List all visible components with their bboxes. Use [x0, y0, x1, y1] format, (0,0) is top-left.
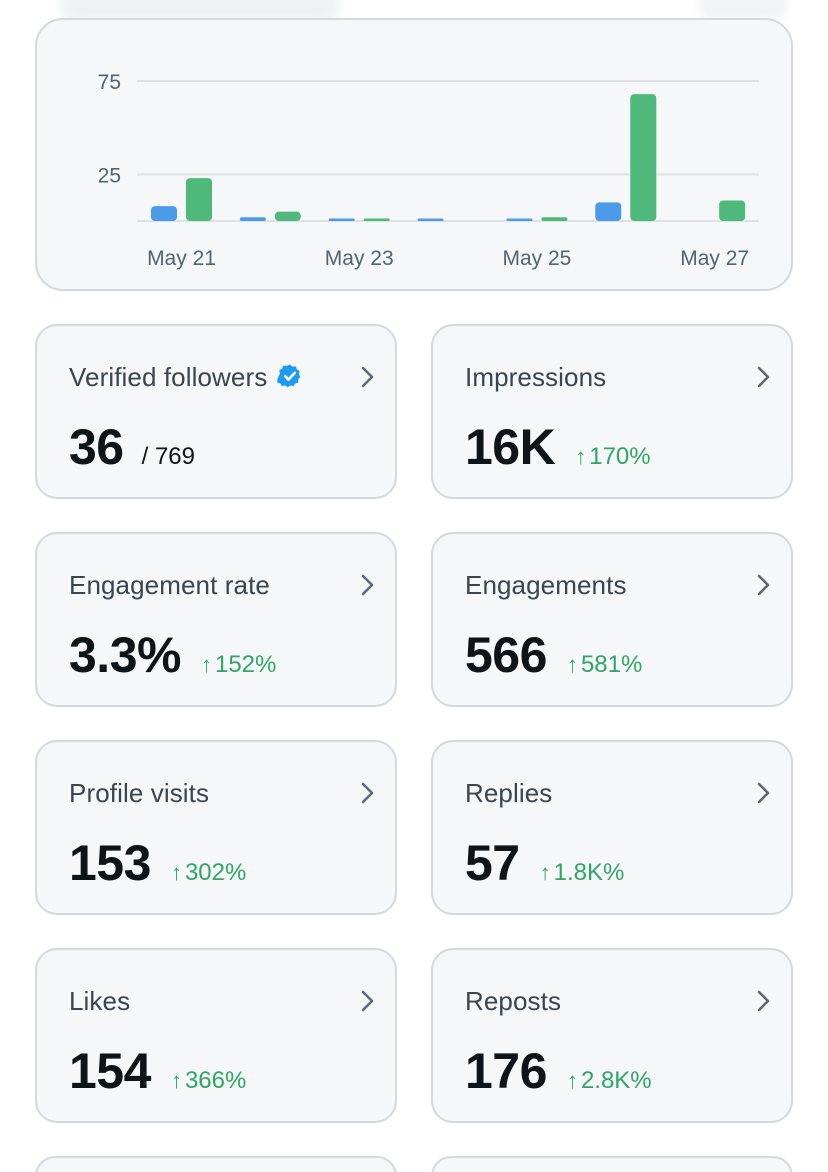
up-arrow-icon: ↑ — [200, 652, 212, 677]
card-value: 176 — [465, 1043, 547, 1099]
bar — [417, 218, 444, 221]
card-value: 153 — [69, 835, 151, 891]
x-tick-label: May 25 — [502, 247, 571, 270]
card-change: ↑ 170% — [575, 443, 650, 471]
card-label: Reposts — [465, 986, 562, 1016]
card-change-value: 2.8K% — [580, 1067, 652, 1094]
chart-card: 75 25 May 21 May 23 May 25 May 27 — [35, 18, 793, 291]
card-value-row: 153 ↑ 302% — [69, 834, 246, 892]
card-label: Engagements — [465, 570, 627, 600]
bar — [239, 217, 266, 221]
bar — [630, 94, 657, 221]
card-value-row: 176 ↑ 2.8K% — [465, 1042, 652, 1100]
up-arrow-icon: ↑ — [170, 860, 182, 885]
bar — [719, 200, 746, 221]
card-label: Profile visits — [69, 778, 210, 808]
card-value-row: 36 / 769 — [69, 418, 195, 476]
chevron-right-icon — [361, 574, 374, 596]
card-change-value: 170% — [589, 443, 651, 470]
card-label: Impressions — [465, 362, 607, 392]
up-arrow-icon: ↑ — [566, 1068, 578, 1093]
x-tick-label: May 23 — [325, 247, 394, 270]
card-total: / 769 — [141, 443, 196, 470]
card-change-value: 366% — [184, 1067, 247, 1094]
card-label: Likes — [69, 986, 131, 1016]
bar — [506, 218, 533, 221]
header-action-blurred — [698, 0, 788, 20]
chevron-right-icon — [361, 782, 374, 804]
card-profile-visits[interactable]: Profile visits 153 ↑ 302% — [35, 740, 397, 915]
y-tick-label: 75 — [98, 71, 121, 94]
bar — [274, 211, 301, 221]
card-value: 566 — [465, 627, 547, 683]
up-arrow-icon: ↑ — [566, 652, 578, 677]
card-change: ↑ 1.8K% — [540, 859, 625, 887]
chevron-right-icon — [361, 990, 374, 1012]
verified-badge-icon — [277, 364, 301, 388]
card-value: 36 — [69, 419, 124, 475]
card-label: Verified followers — [69, 362, 303, 393]
up-arrow-icon: ↑ — [170, 1068, 182, 1093]
card-reposts[interactable]: Reposts 176 ↑ 2.8K% — [431, 948, 793, 1123]
chevron-right-icon — [757, 990, 770, 1012]
card-change: ↑ 2.8K% — [567, 1067, 652, 1095]
card-replies[interactable]: Replies 57 ↑ 1.8K% — [431, 740, 793, 915]
bar — [595, 202, 622, 221]
chevron-right-icon — [757, 574, 770, 596]
card-change: ↑ 366% — [171, 1067, 246, 1095]
card-partial-right[interactable] — [431, 1156, 793, 1172]
card-engagement-rate[interactable]: Engagement rate 3.3% ↑ 152% — [35, 532, 397, 707]
chevron-right-icon — [757, 366, 770, 388]
bar — [151, 206, 177, 221]
x-tick-label: May 21 — [147, 247, 216, 270]
x-tick-label: May 27 — [680, 247, 749, 270]
card-label-text: Verified followers — [69, 362, 268, 392]
card-verified-followers[interactable]: Verified followers 36 / 769 — [35, 324, 397, 499]
card-label: Engagement rate — [69, 570, 270, 600]
card-likes[interactable]: Likes 154 ↑ 366% — [35, 948, 397, 1123]
bar-chart: 75 25 May 21 May 23 May 25 May 27 — [98, 71, 759, 270]
card-value-row: 57 ↑ 1.8K% — [465, 834, 624, 892]
card-change: ↑ 581% — [567, 651, 642, 679]
card-value-row: 566 ↑ 581% — [465, 626, 642, 684]
card-value-row: 3.3% ↑ 152% — [69, 626, 276, 684]
card-value: 154 — [69, 1043, 151, 1099]
bar — [541, 217, 568, 221]
card-value: 16K — [465, 419, 556, 475]
card-value-row: 16K ↑ 170% — [465, 418, 651, 476]
up-arrow-icon: ↑ — [539, 860, 551, 885]
card-change-value: 302% — [184, 859, 247, 886]
card-change: ↑ 302% — [171, 859, 246, 887]
bar — [186, 178, 212, 221]
card-change-value: 581% — [580, 651, 643, 678]
card-change-value: 152% — [214, 651, 277, 678]
card-value: 57 — [465, 835, 520, 891]
chevron-right-icon — [361, 366, 374, 388]
card-partial-left[interactable] — [35, 1156, 397, 1172]
card-engagements[interactable]: Engagements 566 ↑ 581% — [431, 532, 793, 707]
y-tick-label: 25 — [98, 164, 121, 187]
chevron-right-icon — [757, 782, 770, 804]
bar — [363, 218, 390, 221]
card-impressions[interactable]: Impressions 16K ↑ 170% — [431, 324, 793, 499]
up-arrow-icon: ↑ — [575, 444, 587, 469]
card-change: ↑ 152% — [201, 651, 276, 679]
card-value: 3.3% — [69, 627, 181, 683]
card-value-row: 154 ↑ 366% — [69, 1042, 246, 1100]
card-change-value: 1.8K% — [553, 859, 625, 886]
bar — [328, 218, 355, 221]
card-label: Replies — [465, 778, 553, 808]
